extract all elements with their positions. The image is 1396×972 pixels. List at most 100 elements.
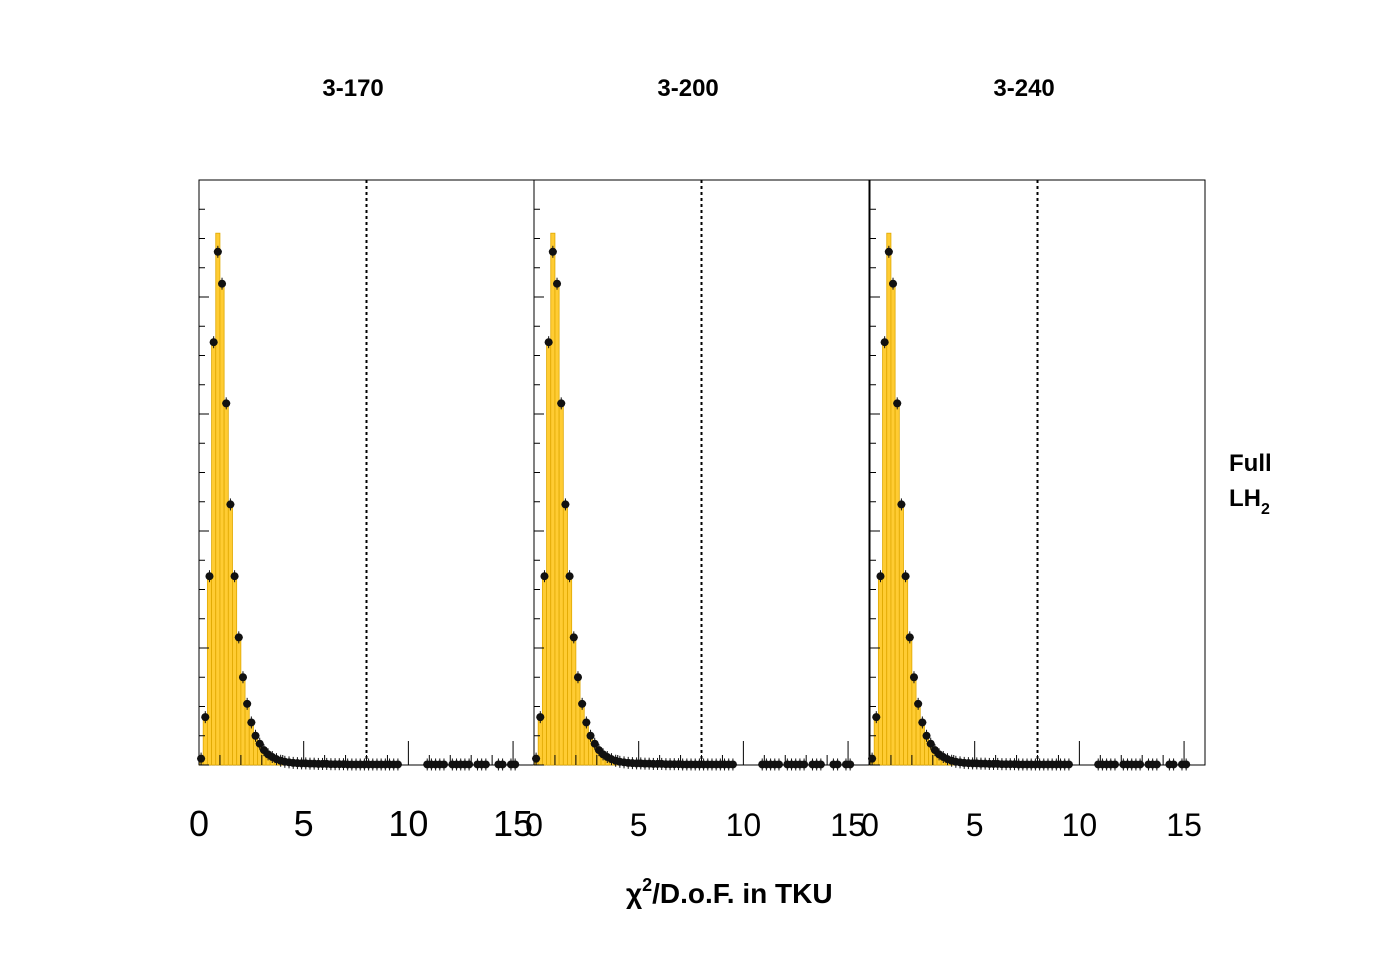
x-tick-label: 0 <box>525 807 543 843</box>
data-point <box>251 731 260 740</box>
side-label-main: LH <box>1229 485 1261 512</box>
histogram-bar <box>248 722 254 766</box>
data-point <box>553 279 562 288</box>
data-point <box>573 673 582 682</box>
histogram-bar <box>915 703 921 766</box>
histogram-bar <box>911 676 917 766</box>
histogram-bar <box>894 402 900 766</box>
x-tick-label: 0 <box>189 803 209 844</box>
panel-2: 3-200 0 5 10 15 <box>525 75 870 843</box>
histogram-bar <box>211 339 217 766</box>
x-tick-label: 5 <box>966 807 984 843</box>
histogram-bar <box>206 573 212 766</box>
histogram-bar <box>886 232 892 766</box>
histogram-bar <box>882 339 888 766</box>
data-point <box>561 500 570 509</box>
data-point <box>905 633 914 642</box>
side-label-line1: Full <box>1229 450 1272 477</box>
histogram-bar <box>907 636 913 766</box>
histogram-bar <box>244 703 250 766</box>
data-point <box>393 760 402 769</box>
data-point <box>893 399 902 408</box>
data-point <box>544 338 553 347</box>
histogram-bar <box>240 676 246 766</box>
histogram-bar <box>236 636 242 766</box>
histogram-bar <box>575 676 581 766</box>
histogram-bar <box>219 280 225 766</box>
histogram-bar <box>227 504 233 766</box>
x-tick-label: 10 <box>388 803 428 844</box>
data-point <box>222 399 231 408</box>
data-point <box>868 754 877 763</box>
data-point <box>897 500 906 509</box>
data-point <box>565 572 574 581</box>
histogram-bar <box>546 339 552 766</box>
data-point <box>255 739 264 748</box>
x-tick-label: 10 <box>726 807 762 843</box>
data-point <box>511 760 520 769</box>
data-point <box>540 572 549 581</box>
histogram-bar <box>877 573 883 766</box>
data-point <box>1136 760 1145 769</box>
data-point <box>548 247 557 256</box>
histogram-bar <box>919 722 925 766</box>
data-point <box>557 399 566 408</box>
histogram-bar <box>541 573 547 766</box>
panels-layer: 3-170 0 5 10 15 3-200 0 5 10 15 3-240 0 5 10 15 <box>189 75 1206 844</box>
data-point <box>582 718 591 727</box>
panel-1: 3-170 0 5 10 15 <box>189 75 535 844</box>
data-point <box>209 338 218 347</box>
data-point <box>1169 760 1178 769</box>
x-axis-label-symbol: χ <box>626 878 642 909</box>
side-label-subscript: 2 <box>1261 501 1270 518</box>
panel-3: 3-240 0 5 10 15 <box>861 75 1206 843</box>
data-point <box>876 572 885 581</box>
data-point <box>226 500 235 509</box>
histogram-bar <box>558 402 564 766</box>
data-point <box>800 760 809 769</box>
histogram-bar <box>890 280 896 766</box>
data-point <box>213 247 222 256</box>
data-point <box>914 699 923 708</box>
data-point <box>586 731 595 740</box>
data-point <box>901 572 910 581</box>
x-tick-label: 5 <box>630 807 648 843</box>
x-tick-label: 10 <box>1062 807 1098 843</box>
data-point <box>218 279 227 288</box>
histogram-bar <box>562 504 568 766</box>
x-tick-label: 15 <box>493 803 533 844</box>
data-point <box>197 754 206 763</box>
data-point <box>1182 760 1191 769</box>
x-axis-label-text: /D.o.F. in TKU <box>652 878 832 909</box>
data-point <box>243 699 252 708</box>
histogram-bar <box>232 578 238 766</box>
data-point <box>728 760 737 769</box>
x-tick-label: 5 <box>294 803 314 844</box>
data-point <box>909 673 918 682</box>
histogram-bar <box>583 722 589 766</box>
data-point <box>918 718 927 727</box>
data-point <box>465 760 474 769</box>
histogram-bar <box>579 703 585 766</box>
data-point <box>922 731 931 740</box>
data-point <box>590 739 599 748</box>
panel-title: 3-170 <box>322 75 383 102</box>
data-point <box>846 760 855 769</box>
x-tick-label: 15 <box>1166 807 1202 843</box>
data-point <box>872 713 881 722</box>
x-tick-label: 15 <box>830 807 866 843</box>
panel-frame <box>869 179 1206 766</box>
data-point <box>439 760 448 769</box>
data-point <box>884 247 893 256</box>
histogram-bar <box>567 578 573 766</box>
x-axis-label-superscript: 2 <box>642 875 652 895</box>
data-point <box>578 699 587 708</box>
data-point <box>234 633 243 642</box>
data-point <box>1152 760 1161 769</box>
data-point <box>1064 760 1073 769</box>
data-point <box>201 713 210 722</box>
data-point <box>926 739 935 748</box>
data-point <box>230 572 239 581</box>
histogram-bar <box>903 578 909 766</box>
